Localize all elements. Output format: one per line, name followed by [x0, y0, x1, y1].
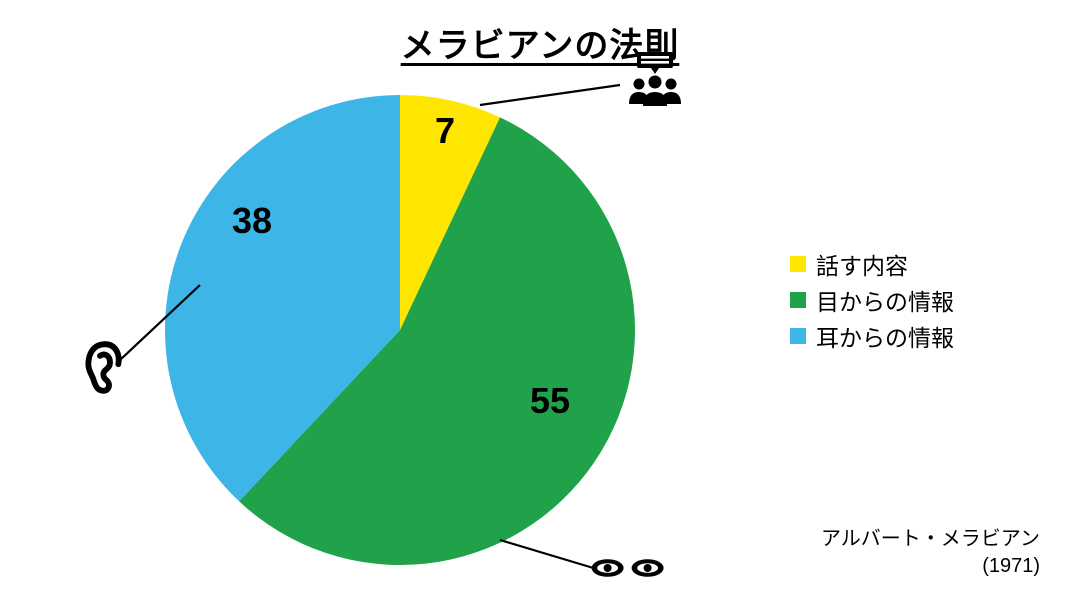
credit-block: アルバート・メラビアン (1971) [821, 526, 1040, 580]
callout-line-verbal [480, 85, 620, 105]
legend: 話す内容 目からの情報 耳からの情報 [790, 245, 954, 355]
legend-label: 話す内容 [816, 247, 908, 281]
ear-icon [85, 340, 125, 400]
slice-value-vocal: 38 [232, 200, 272, 242]
slice-value-verbal: 7 [435, 110, 455, 152]
credit-year: (1971) [821, 553, 1040, 580]
slice-value-visual: 55 [530, 380, 570, 422]
legend-swatch [790, 256, 806, 272]
callout-line-visual [500, 540, 600, 570]
legend-swatch [790, 328, 806, 344]
group-speech-icon [620, 50, 690, 119]
credit-author: アルバート・メラビアン [821, 526, 1040, 553]
legend-item-verbal: 話す内容 [790, 247, 954, 281]
legend-item-visual: 目からの情報 [790, 283, 954, 317]
legend-label: 目からの情報 [816, 283, 954, 317]
legend-item-vocal: 耳からの情報 [790, 319, 954, 353]
eyes-icon [590, 555, 670, 586]
legend-label: 耳からの情報 [816, 319, 954, 353]
legend-swatch [790, 292, 806, 308]
